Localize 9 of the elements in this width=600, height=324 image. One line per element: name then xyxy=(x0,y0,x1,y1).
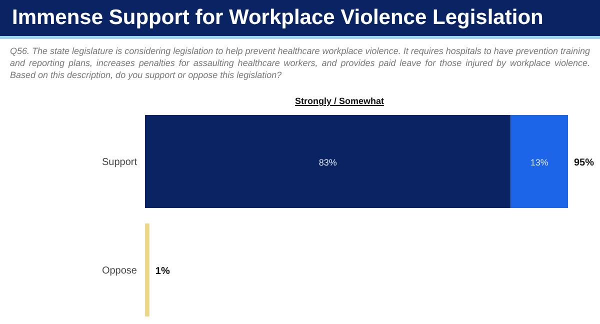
text: Strongly / Somewhat xyxy=(295,96,384,106)
total-label: 95% xyxy=(574,158,594,168)
data-label: 83% xyxy=(318,158,337,168)
y-tick-label: Oppose xyxy=(102,265,138,276)
data-label: 13% xyxy=(530,158,548,168)
chart-title: Immense Support for Workplace Violence Legislation xyxy=(0,0,600,39)
y-tick-label: Support xyxy=(102,156,138,168)
chart-subtitle: Q56. The state legislature is considering legislation to help prevent healthcare workplace violence. It requires hospitals to have prevention training and reporting plans, increases penalties for assaulting healthcare workers, and provides paid leave for those injured by workplace violence. Based on this description, do you support or oppose this legislation? xyxy=(10,45,590,81)
total-label: 1% xyxy=(155,266,170,277)
